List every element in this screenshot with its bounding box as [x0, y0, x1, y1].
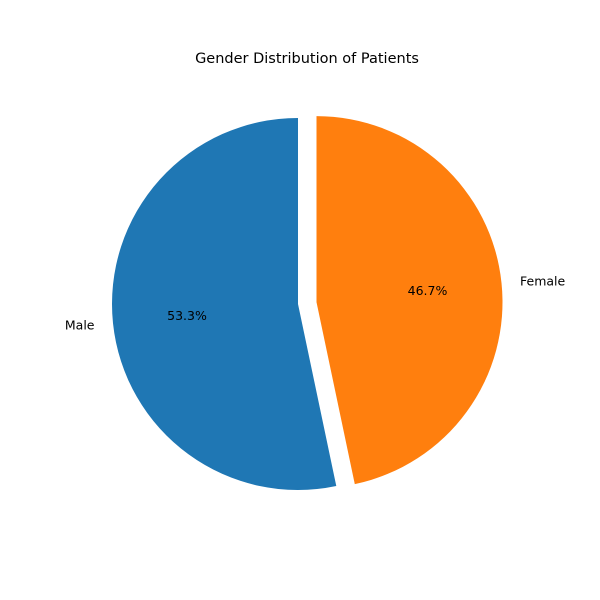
- pie-labels: Male 53.3% Female 46.7%: [65, 273, 566, 332]
- pie-slice-male: [111, 118, 337, 491]
- slice-percent-female: 46.7%: [408, 283, 448, 298]
- slice-percent-male: 53.3%: [167, 308, 207, 323]
- chart-title: Gender Distribution of Patients: [195, 51, 419, 67]
- slice-label-male: Male: [65, 318, 95, 333]
- pie-slice-female: [316, 116, 503, 485]
- pie-slices: [111, 116, 503, 491]
- slice-label-female: Female: [520, 273, 566, 288]
